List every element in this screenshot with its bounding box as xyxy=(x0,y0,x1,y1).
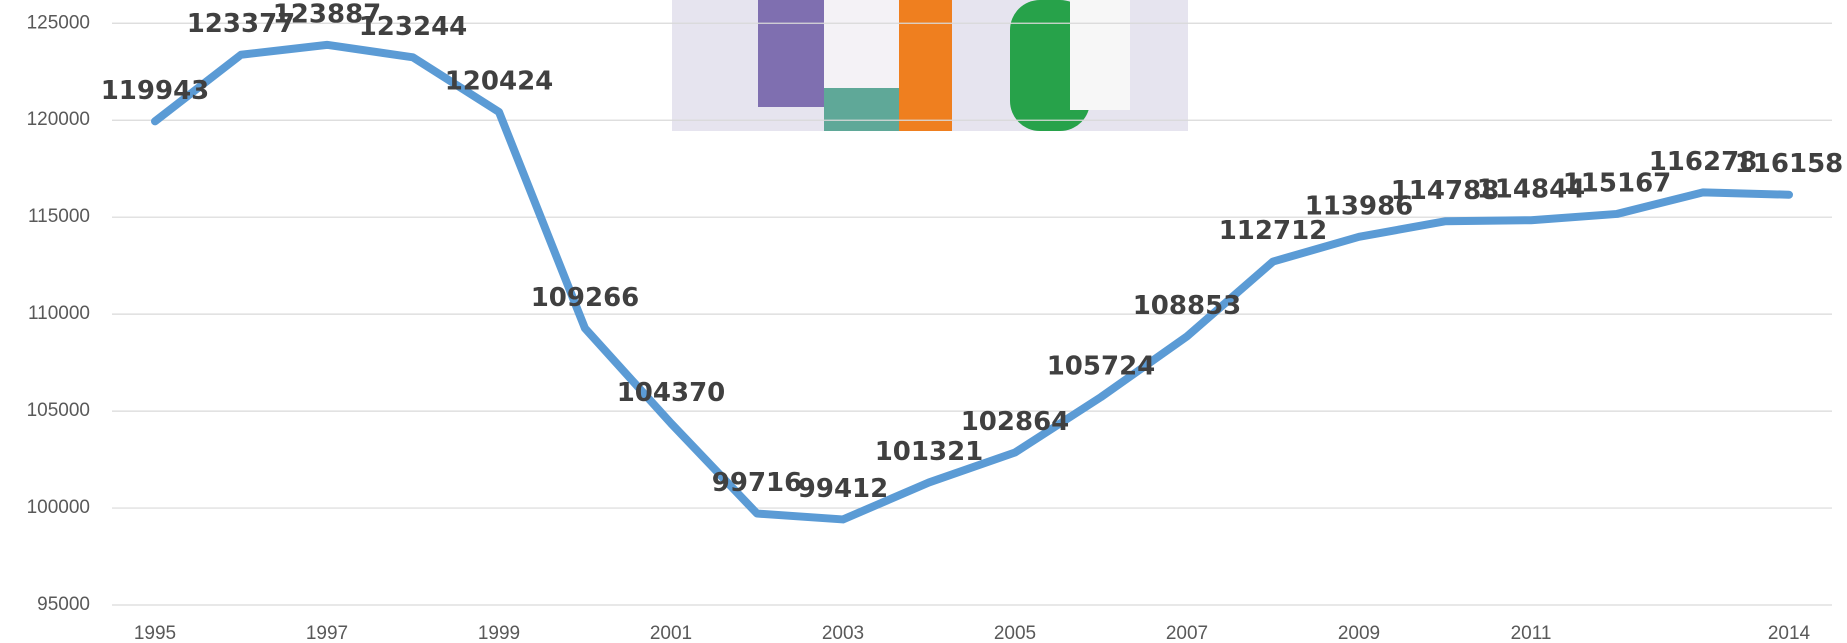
photo-inset xyxy=(672,0,1188,131)
y-tick-label: 110000 xyxy=(28,303,90,324)
data-label: 108853 xyxy=(1133,291,1242,321)
data-label: 99412 xyxy=(798,474,888,504)
x-tick-label: 2014 xyxy=(1768,623,1811,643)
x-tick-label: 1999 xyxy=(478,623,520,643)
x-tick-label: 2009 xyxy=(1338,623,1380,643)
x-tick-label: 2005 xyxy=(994,623,1036,643)
data-label: 123244 xyxy=(359,12,468,42)
data-label: 102864 xyxy=(961,407,1070,437)
data-label: 120424 xyxy=(445,67,554,97)
data-label: 116158 xyxy=(1735,149,1844,179)
data-label: 99716 xyxy=(712,468,802,498)
y-tick-label: 120000 xyxy=(27,109,90,130)
chart: 95000 100000 105000 110000 115000 120000 12500… xyxy=(0,0,1847,643)
y-tick-label: 115000 xyxy=(28,206,90,227)
x-tick-label: 2003 xyxy=(822,623,864,643)
data-label: 119943 xyxy=(101,76,210,106)
x-tick-label: 2001 xyxy=(650,623,692,643)
y-tick-label: 105000 xyxy=(27,400,90,421)
y-tick-label: 95000 xyxy=(37,594,90,615)
data-label: 105724 xyxy=(1047,352,1156,382)
x-tick-label: 2011 xyxy=(1511,623,1552,643)
data-label: 104370 xyxy=(617,378,726,408)
data-label: 109266 xyxy=(531,283,640,313)
x-tick-label: 2007 xyxy=(1166,623,1208,643)
y-tick-label: 100000 xyxy=(27,497,90,518)
x-tick-label: 1995 xyxy=(134,623,176,643)
data-label: 101321 xyxy=(875,437,984,467)
y-tick-label: 125000 xyxy=(27,12,90,33)
x-tick-label: 1997 xyxy=(306,623,348,643)
